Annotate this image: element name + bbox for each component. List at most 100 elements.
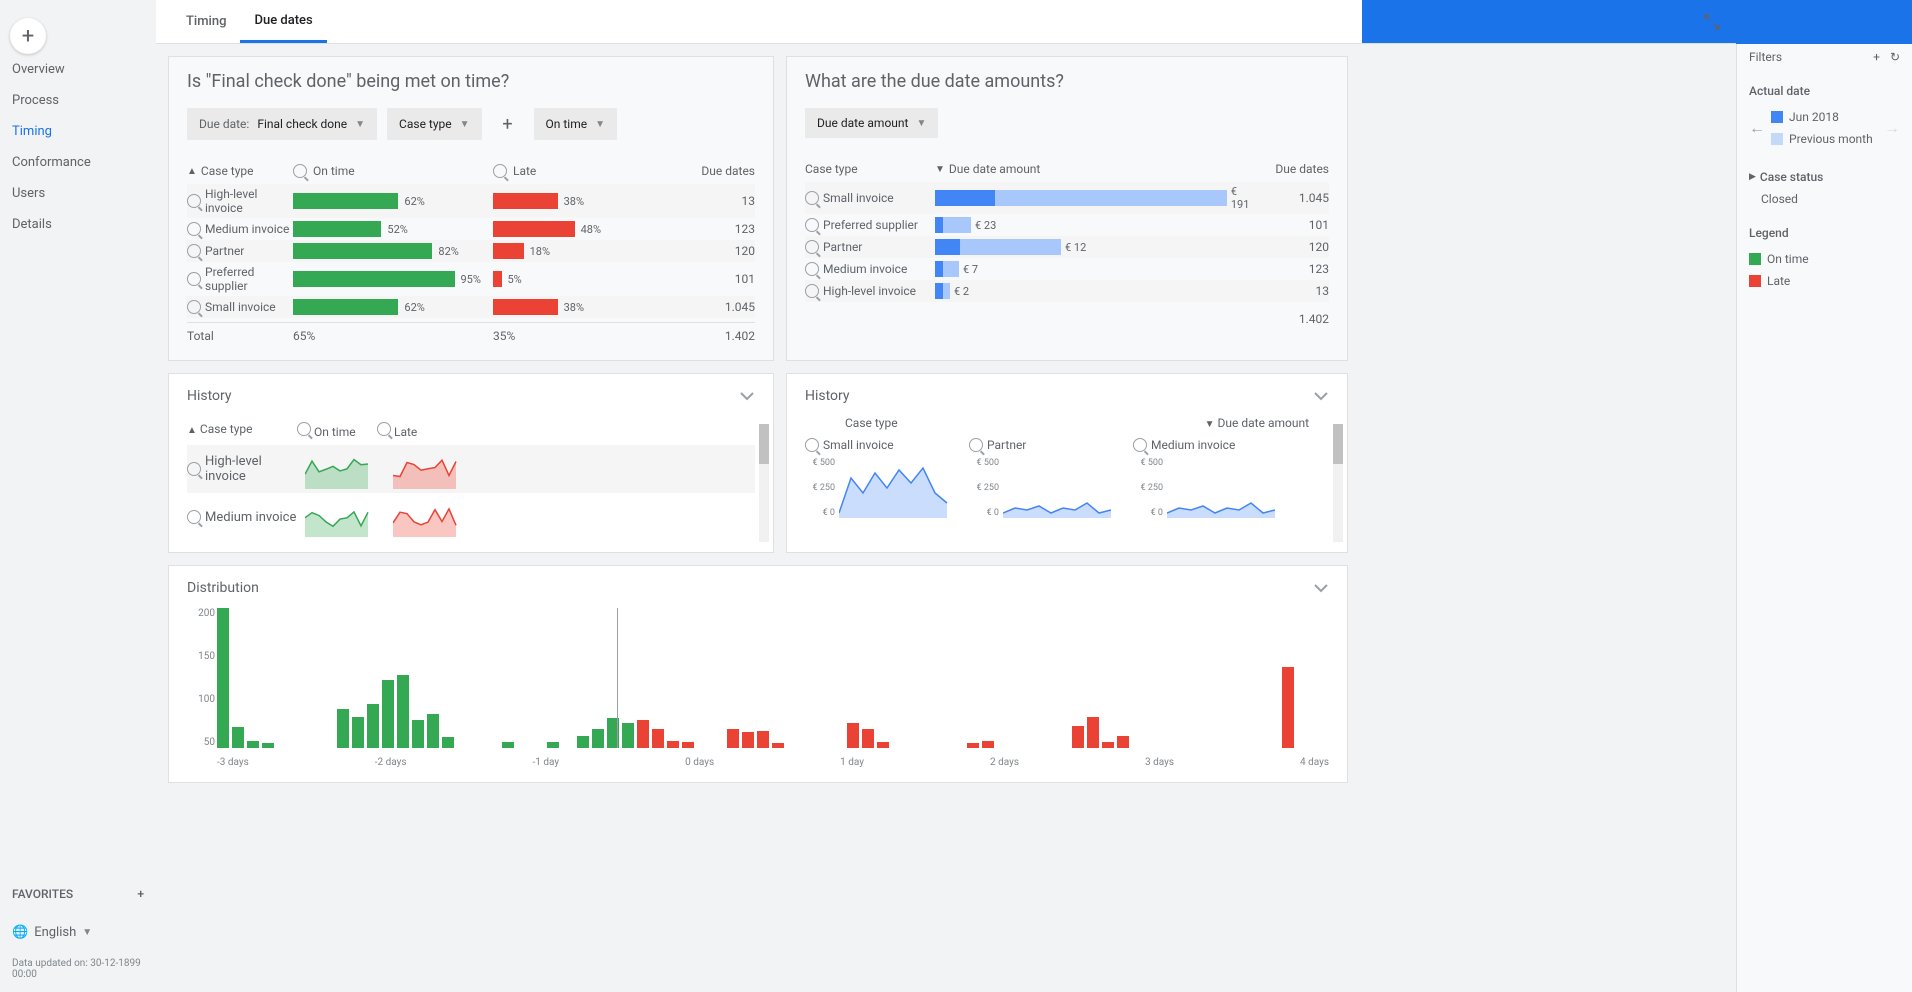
due-date-dropdown[interactable]: Due date: Final check done ▼ [187,108,377,140]
distribution-bar [877,742,889,748]
language-selector[interactable]: 🌐 English ▼ [0,913,156,952]
distribution-panel: Distribution 20015010050 -3 days-2 days-… [168,565,1348,783]
favorites-section[interactable]: FAVORITES + [0,875,156,913]
distribution-bar [442,737,454,748]
nav-item-details[interactable]: Details [0,209,156,240]
magnifier-icon[interactable] [187,272,201,286]
distribution-bar [592,729,604,748]
distribution-bar [217,608,229,748]
amount-bar [935,190,1227,206]
distribution-bar [412,720,424,748]
refresh-icon[interactable]: ↻ [1890,50,1900,64]
magnifier-icon[interactable] [805,284,819,298]
late-bar [493,271,502,287]
history-chart-col: Partner € 500€ 250€ 0 [969,438,1113,518]
table-row[interactable]: Small invoice 62% 38% 1.045 [187,296,755,318]
magnifier-icon[interactable] [187,300,201,314]
collapse-icon[interactable] [1313,391,1329,401]
magnifier-icon[interactable] [805,240,819,254]
tab-timing[interactable]: Timing [172,0,240,43]
table-row[interactable]: Partner 82% 18% 120 [187,240,755,262]
panel-title: Distribution [187,580,259,596]
date-current[interactable]: Jun 2018 [1771,106,1878,128]
magnifier-icon[interactable] [805,218,819,232]
case-status-value: Closed [1749,192,1900,206]
add-button[interactable]: + [10,18,46,54]
table-row[interactable]: Partner € 12 120 [805,236,1329,258]
filters-panel: Filters + ↻ Actual date ← Jun 2018 Previ… [1736,0,1912,992]
collapse-icon[interactable] [739,391,755,401]
add-filter-icon[interactable]: + [1873,50,1880,64]
ontime-dropdown[interactable]: On time ▼ [534,108,618,140]
table-row[interactable]: High-level invoice 62% 38% 13 [187,184,755,218]
nav-item-process[interactable]: Process [0,85,156,116]
ontime-bar [293,221,381,237]
sidebar: + OverviewProcessTimingConformanceUsersD… [0,0,156,992]
tab-due-dates[interactable]: Due dates [240,0,326,43]
nav-item-conformance[interactable]: Conformance [0,147,156,178]
sort-asc-icon[interactable]: ▲ [187,425,197,436]
table-row[interactable]: Small invoice € 191 1.045 [805,182,1329,214]
favorites-label: FAVORITES [12,887,73,901]
amount-bar [935,283,950,299]
magnifier-icon[interactable] [969,438,983,452]
magnifier-icon[interactable] [493,164,507,178]
history-row[interactable]: High-level invoice [187,445,755,493]
magnifier-icon[interactable] [187,194,201,208]
add-filter-button[interactable]: + [492,108,524,140]
nav-item-users[interactable]: Users [0,178,156,209]
table-row[interactable]: Preferred supplier 95% 5% 101 [187,262,755,296]
late-bar [493,299,558,315]
magnifier-icon[interactable] [805,262,819,276]
late-bar [493,243,524,259]
amount-bar [935,239,1061,255]
history-row[interactable]: Medium invoice [187,493,755,541]
magnifier-icon[interactable] [187,244,201,258]
table-row[interactable]: High-level invoice € 2 13 [805,280,1329,302]
magnifier-icon[interactable] [187,222,201,236]
sort-desc-icon[interactable]: ▼ [935,164,945,175]
late-bar [493,221,575,237]
amount-dropdown[interactable]: Due date amount ▼ [805,108,938,138]
fullscreen-icon[interactable] [1704,14,1720,30]
magnifier-icon[interactable] [805,438,819,452]
table-row[interactable]: Preferred supplier € 23 101 [805,214,1329,236]
magnifier-icon[interactable] [293,164,307,178]
late-sparkline [393,497,473,537]
magnifier-icon[interactable] [377,422,391,436]
prev-arrow-icon[interactable]: ← [1749,118,1765,138]
distribution-bar [247,741,259,748]
distribution-bar [1087,717,1099,748]
filters-title: Filters [1749,50,1782,64]
sort-desc-icon[interactable]: ▼ [1205,419,1215,430]
chevron-down-icon: ▼ [916,118,926,129]
magnifier-icon[interactable] [805,191,819,205]
ontime-sparkline [305,497,385,537]
next-arrow-icon[interactable]: → [1884,118,1900,138]
distribution-bar [337,709,349,748]
magnifier-icon[interactable] [187,510,201,524]
language-label: English [34,925,76,940]
table-row[interactable]: Medium invoice € 7 123 [805,258,1329,280]
magnifier-icon[interactable] [297,422,311,436]
magnifier-icon[interactable] [1133,438,1147,452]
magnifier-icon[interactable] [187,462,201,476]
scrollbar[interactable] [759,424,769,542]
add-favorite-icon[interactable]: + [137,887,144,901]
scrollbar[interactable] [1333,424,1343,542]
distribution-bar [232,727,244,748]
tabs-bar: TimingDue dates [156,0,1736,44]
table-row[interactable]: Medium invoice 52% 48% 123 [187,218,755,240]
case-type-dropdown[interactable]: Case type ▼ [387,108,481,140]
sort-asc-icon[interactable]: ▲ [187,166,197,177]
date-previous[interactable]: Previous month [1771,128,1878,150]
distribution-bar [1282,667,1294,748]
collapse-icon[interactable] [1313,583,1329,593]
distribution-bar [667,741,679,748]
nav-item-timing[interactable]: Timing [0,116,156,147]
distribution-bar [1117,736,1129,748]
distribution-bar [847,723,859,748]
case-status-header[interactable]: ▶ Case status [1749,170,1900,184]
nav-item-overview[interactable]: Overview [0,54,156,85]
panel-title: History [187,388,232,404]
